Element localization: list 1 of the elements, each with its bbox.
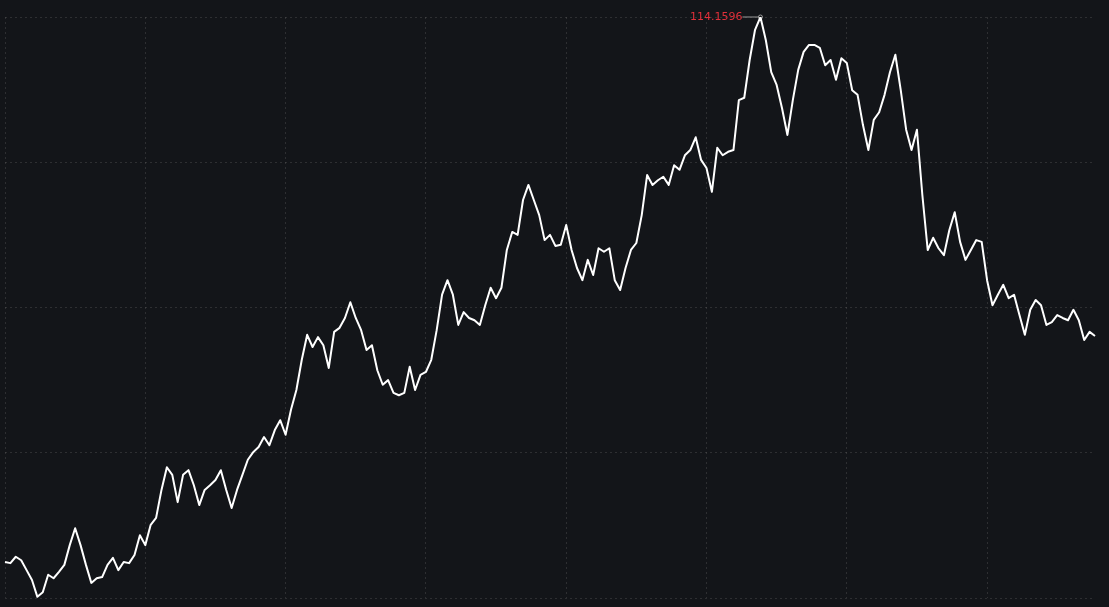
- annotation: 114.1596: [689, 9, 743, 23]
